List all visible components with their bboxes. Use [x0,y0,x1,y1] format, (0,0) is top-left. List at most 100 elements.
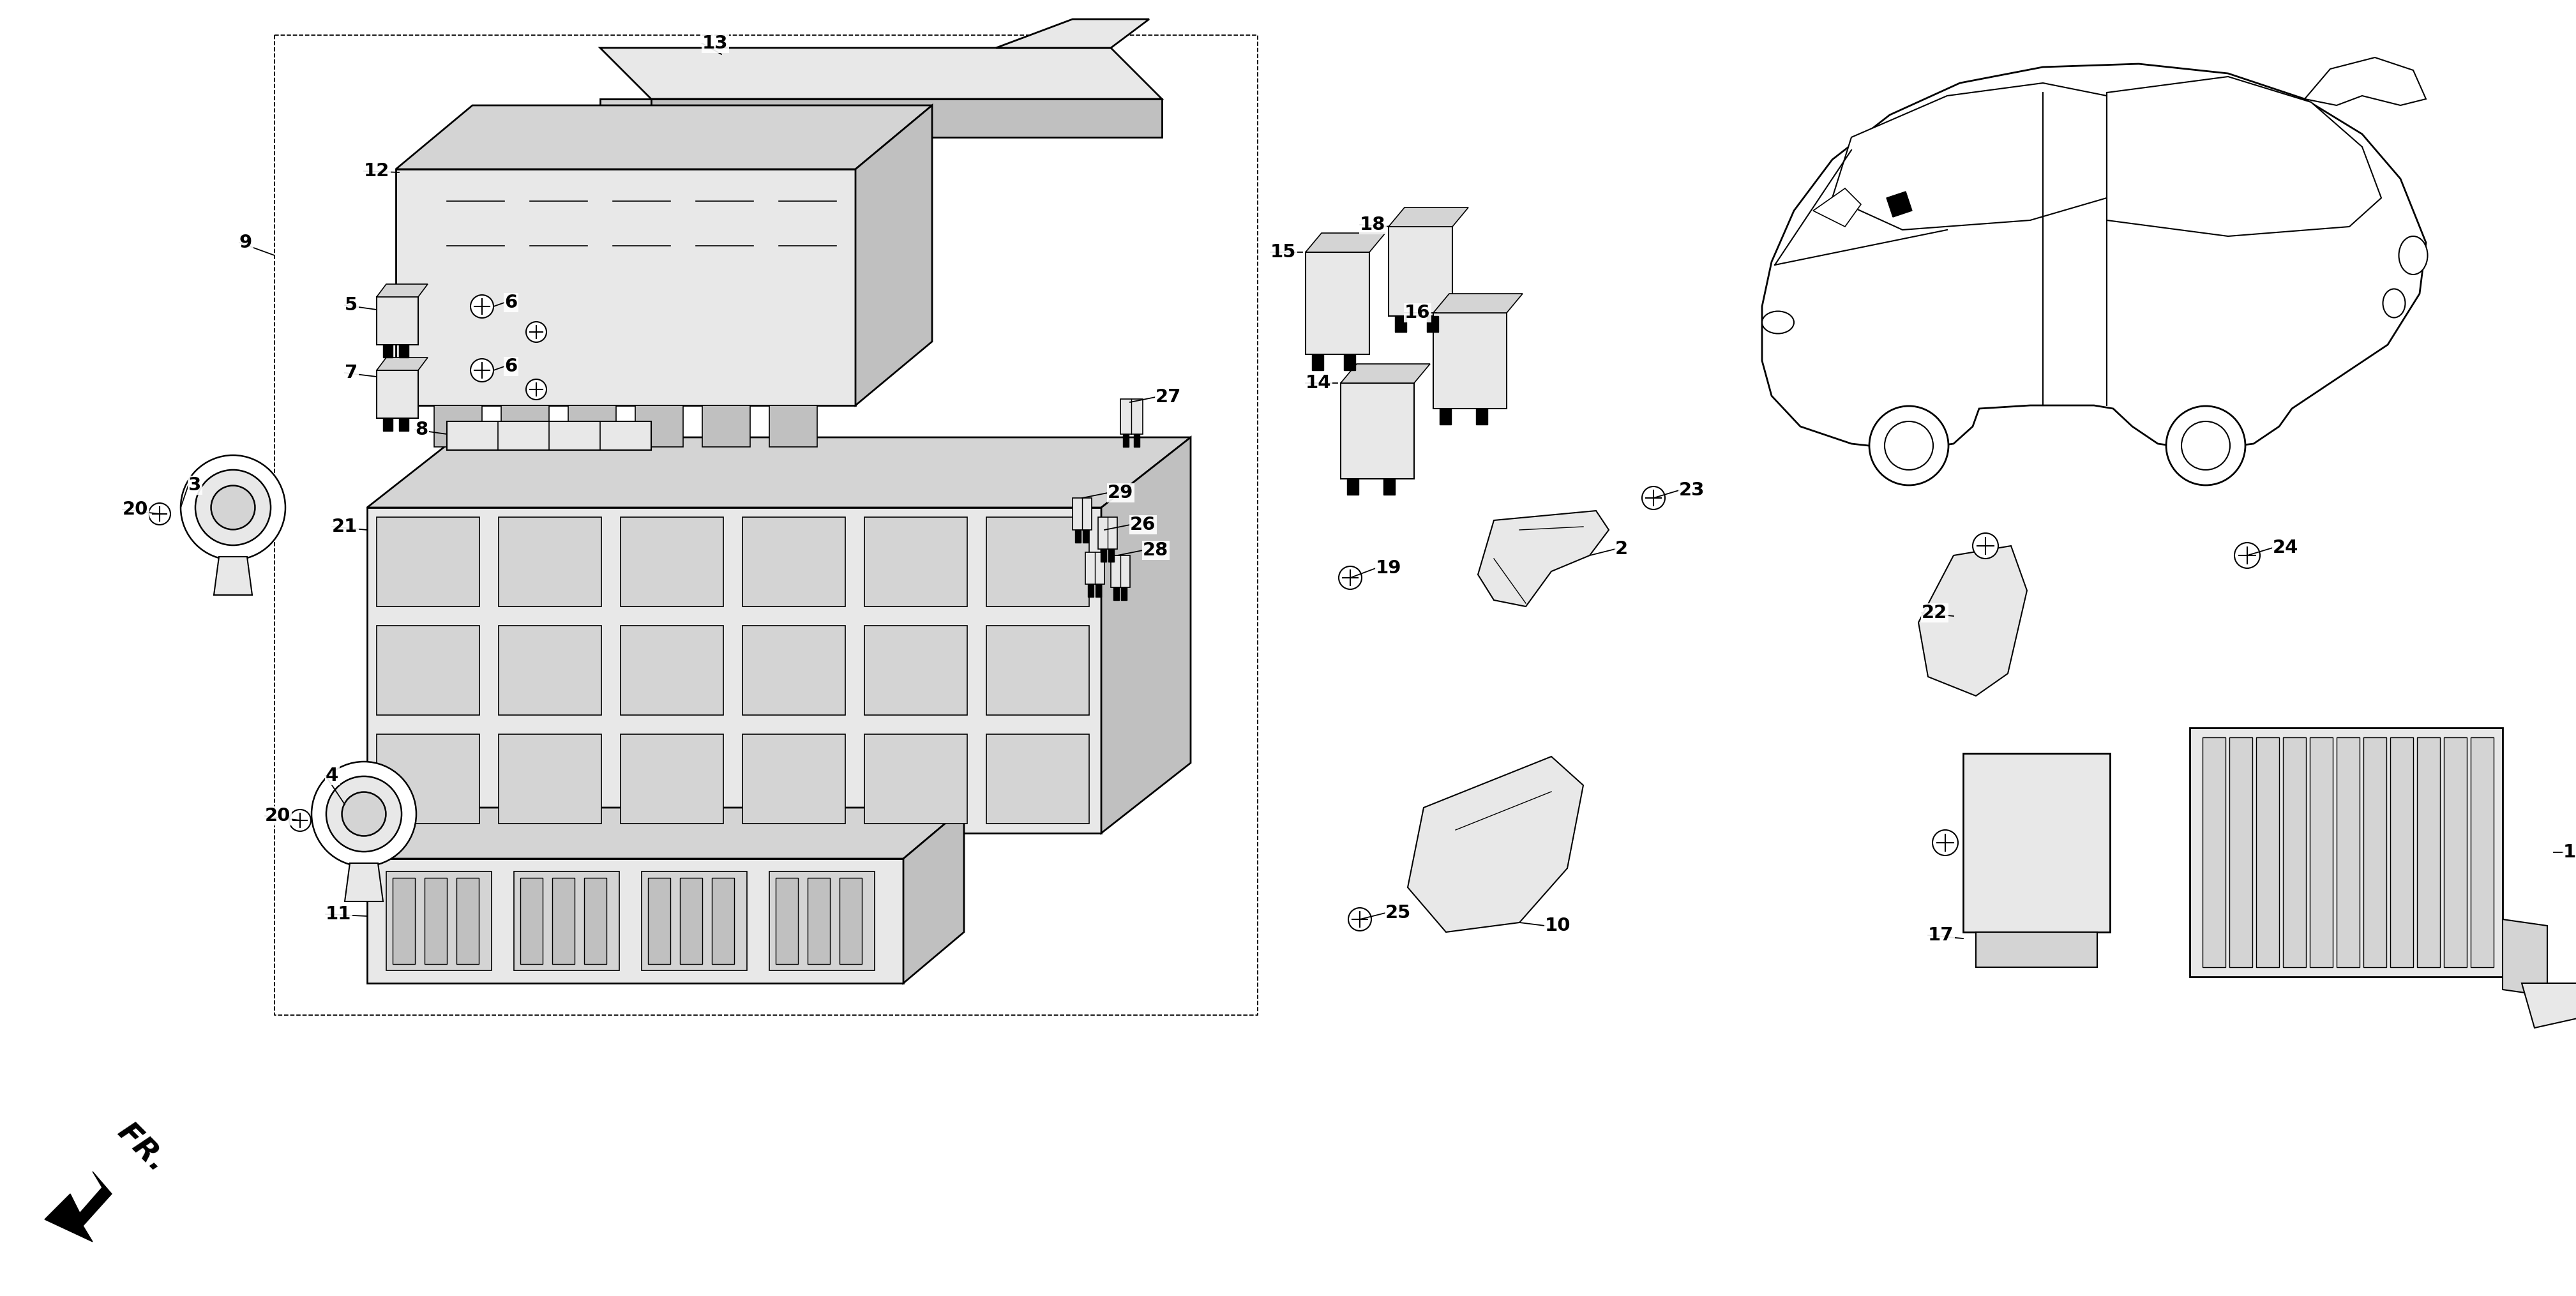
Text: 22: 22 [1922,604,1947,622]
Polygon shape [1121,399,1144,434]
Circle shape [1870,406,1947,485]
Polygon shape [2501,919,2548,995]
Polygon shape [652,98,1162,137]
Text: 7: 7 [345,364,358,382]
Polygon shape [500,517,600,607]
Polygon shape [214,557,252,595]
Polygon shape [621,626,724,715]
Polygon shape [1123,434,1128,447]
Polygon shape [368,508,1103,833]
Text: 29: 29 [1108,483,1133,502]
Polygon shape [840,877,863,964]
Polygon shape [1347,478,1358,495]
Polygon shape [44,1172,111,1242]
Polygon shape [1340,364,1430,384]
Polygon shape [1100,550,1105,561]
Polygon shape [2522,984,2576,1028]
Polygon shape [1345,354,1355,371]
Text: 27: 27 [1157,389,1182,406]
Polygon shape [399,345,410,358]
Ellipse shape [2398,236,2427,275]
Circle shape [1973,533,1999,559]
Text: 11: 11 [325,906,350,923]
Polygon shape [1440,408,1450,425]
Circle shape [471,359,495,382]
Polygon shape [585,877,605,964]
Circle shape [289,810,312,831]
Polygon shape [1396,316,1406,332]
Polygon shape [376,517,479,607]
Polygon shape [1388,207,1468,227]
Polygon shape [435,406,482,447]
Polygon shape [2257,737,2280,967]
Polygon shape [621,735,724,823]
Polygon shape [1113,587,1118,600]
Polygon shape [1133,434,1139,447]
Polygon shape [515,871,618,971]
Polygon shape [2362,737,2385,967]
Circle shape [2182,421,2231,470]
Text: 10: 10 [1546,916,1571,934]
Polygon shape [1886,192,1911,216]
Text: 23: 23 [1680,481,1705,499]
Polygon shape [600,98,652,137]
Polygon shape [1427,316,1437,332]
Polygon shape [711,877,734,964]
Polygon shape [376,371,417,419]
Polygon shape [1762,64,2427,450]
Circle shape [1641,486,1664,509]
Polygon shape [551,877,574,964]
Text: 2: 2 [1615,540,1628,559]
Polygon shape [2416,737,2439,967]
Ellipse shape [2383,289,2406,318]
Text: 6: 6 [505,294,518,311]
Polygon shape [2445,737,2468,967]
Polygon shape [809,877,829,964]
Polygon shape [987,517,1090,607]
Polygon shape [1097,517,1118,550]
Polygon shape [368,437,1190,508]
Polygon shape [866,517,966,607]
Circle shape [196,470,270,546]
Polygon shape [397,170,855,406]
Polygon shape [1084,552,1105,584]
Text: FR.: FR. [111,1118,173,1178]
Polygon shape [520,877,544,964]
Text: 13: 13 [703,35,729,52]
Polygon shape [987,626,1090,715]
Polygon shape [500,735,600,823]
Polygon shape [1082,530,1090,543]
Polygon shape [1095,584,1103,597]
Polygon shape [1383,478,1396,495]
Polygon shape [1976,932,2097,967]
Polygon shape [1432,294,1522,312]
Circle shape [211,486,255,530]
Polygon shape [376,297,417,345]
Polygon shape [1406,757,1584,932]
Polygon shape [368,807,963,859]
Polygon shape [456,877,479,964]
Text: 18: 18 [1360,216,1386,233]
Polygon shape [904,807,963,984]
Text: 16: 16 [1404,303,1430,321]
Polygon shape [2306,57,2427,105]
Polygon shape [2391,737,2414,967]
Polygon shape [855,105,933,406]
Text: 1: 1 [2563,844,2576,862]
Text: 19: 19 [1376,560,1401,577]
Polygon shape [376,626,479,715]
Circle shape [312,762,417,866]
Text: 12: 12 [363,162,389,180]
Polygon shape [703,406,750,447]
Polygon shape [399,419,410,432]
Polygon shape [636,406,683,447]
Polygon shape [425,877,446,964]
Polygon shape [384,345,392,358]
Circle shape [149,503,170,525]
Polygon shape [2202,737,2226,967]
Polygon shape [2282,737,2306,967]
Polygon shape [1108,550,1113,561]
Circle shape [180,455,286,560]
Text: 20: 20 [265,807,291,824]
Text: 3: 3 [188,476,201,494]
